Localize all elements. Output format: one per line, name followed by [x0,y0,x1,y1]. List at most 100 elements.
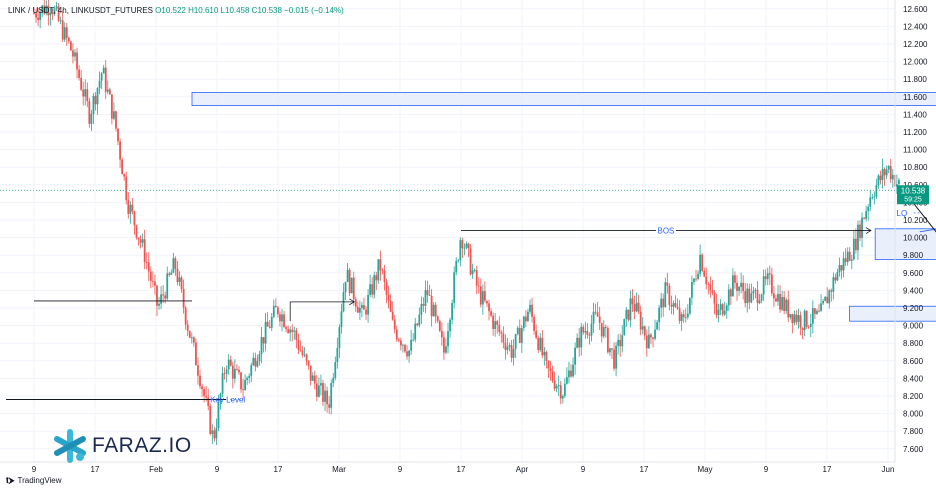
candle-body [39,11,42,20]
candle-body [395,329,398,340]
candle-body [859,224,861,238]
candle-body [748,288,751,303]
candle-body [707,283,710,285]
time-tick-label: Apr [516,465,529,474]
candle-body [643,326,646,336]
candle-body [611,348,613,350]
candle-body [408,350,410,357]
candle-body [287,328,290,333]
candle-body [625,309,628,319]
candle-body [98,80,101,89]
candle-body [697,273,699,279]
candle-body [635,302,638,312]
candle-body [529,304,531,312]
candle-body [53,8,56,15]
candle-body [248,375,251,378]
price-tick-label: 10.200 [903,216,928,225]
candle-body [887,165,890,170]
candle-body [584,331,587,333]
candle-body [162,294,165,296]
candle-body [502,333,505,343]
candle-body [770,274,773,294]
candle-body [324,390,326,402]
price-tick-label: 11.000 [903,146,927,155]
candle-body [877,175,880,186]
symbol-legend[interactable]: LINK / USDT, 4h, LINKUSDT_FUTURES O10.52… [8,6,344,15]
candle-body [537,337,540,351]
candle-body [875,185,878,197]
candle-body [367,294,369,315]
candle-body [871,197,874,199]
candle-body [830,290,833,292]
candle-body [820,303,822,312]
candle-body [297,339,300,350]
candle-body [320,383,322,386]
candle-body [381,270,384,272]
price-tick-label: 8.600 [903,357,924,366]
candle-body [416,323,419,326]
candle-body [563,383,566,397]
candle-body [680,314,683,322]
candle-body [51,12,54,15]
candle-body [699,254,702,274]
candle-body [311,375,314,381]
symbol-title[interactable]: LINK / USDT, 4h, LINKUSDT_FUTURES [8,6,153,15]
candle-body [766,273,769,280]
candle-body [178,277,181,282]
candle-body [861,217,863,238]
candle-body [258,354,261,362]
time-axis[interactable]: 9 17 Feb 9 17 Mar 9 17 Apr 9 17 May 9 17 Jun [32,465,895,474]
candle-body [170,272,173,275]
candle-body [49,12,52,16]
candle-body [147,262,150,272]
candle-body [143,239,146,263]
candle-body [461,240,464,249]
candle-body [775,298,777,302]
candle-body [676,306,679,309]
candle-body [572,364,574,377]
candle-body [857,224,859,251]
candle-body [192,337,195,343]
candle-body [801,327,804,331]
time-tick-label: 17 [91,465,100,474]
candle-body [223,373,226,375]
footer-brand[interactable]: TradingView [17,476,62,485]
candle-body [348,269,351,294]
candle-body [832,277,835,292]
candle-body [307,360,310,366]
candle-body [115,111,117,129]
candle-body [842,258,845,271]
candle-body [78,69,80,78]
candle-body [190,337,193,339]
footer[interactable]: 𝐭⮞ TradingView [6,476,62,486]
candle-body [92,95,95,114]
candle-body [285,326,288,329]
candle-body [154,281,156,286]
candle-body [750,293,753,303]
candle-body [725,305,728,311]
candle-body [74,52,76,57]
tradingview-logo-icon: 𝐭⮞ [6,476,15,485]
candle-body [848,251,851,261]
candle-body [693,278,695,283]
candle-body [684,317,687,318]
candle-body [543,351,546,356]
candle-body [418,314,421,326]
candle-body [647,334,650,349]
time-tick-label: 9 [581,465,586,474]
arrow-head [349,298,356,306]
candle-body [787,299,790,318]
candle-body [758,300,761,304]
candle-body [110,94,113,119]
candle-body [854,238,857,251]
candle-body [201,386,203,390]
candle-body [432,304,435,317]
candle-body [889,165,892,180]
candle-body [326,390,328,405]
candle-body [207,397,210,406]
supply-demand-zone [191,92,936,107]
candle-body [793,314,796,324]
candle-body [291,329,294,332]
time-tick-label: Mar [332,465,346,474]
